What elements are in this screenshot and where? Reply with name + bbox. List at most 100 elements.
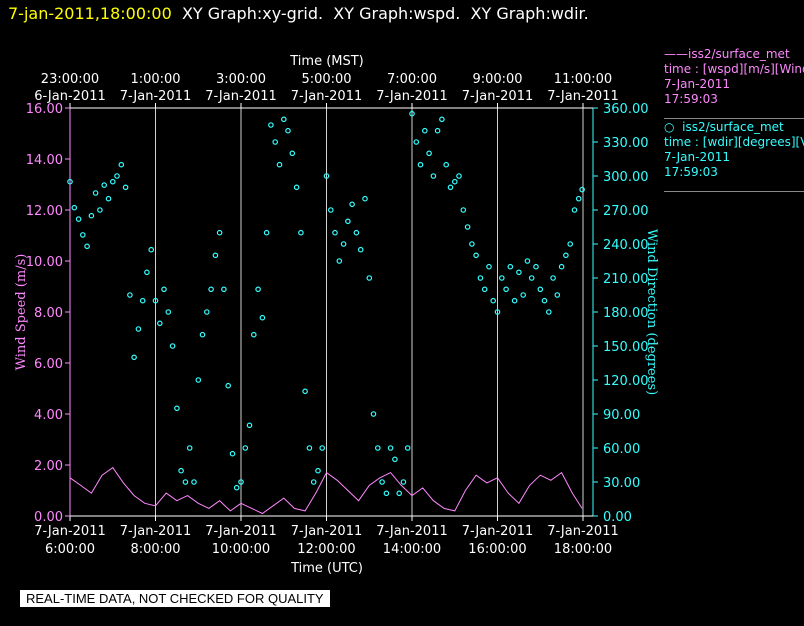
chart-axes (65, 103, 598, 521)
wdir-point (199, 331, 206, 338)
wdir-point (319, 445, 326, 451)
right-tick-label: 90.00 (603, 408, 640, 423)
right-tick-label: 270.00 (603, 204, 649, 219)
wdir-point (67, 178, 73, 185)
wdir-point (289, 150, 296, 157)
right-tick-label: 300.00 (603, 170, 649, 185)
wdir-point (413, 139, 420, 145)
wdir-point (575, 195, 582, 202)
wdir-point (533, 263, 539, 270)
wdir-point (571, 207, 578, 213)
wdir-point (439, 116, 445, 123)
legend-wspd: ——iss2/surface_met time : [wspd][m/s][Wi… (664, 47, 804, 107)
wdir-point (387, 445, 394, 451)
wdir-point (272, 139, 279, 145)
wdir-point (105, 195, 112, 202)
tick-labels: 7-Jan-2011 6:00:00 23:00:00 6-Jan-2011 7-Jan… (26, 72, 649, 557)
wdir-point (88, 212, 95, 219)
wdir-point (268, 122, 274, 128)
wdir-point (404, 445, 411, 451)
legend-divider-bottom (664, 191, 804, 192)
wdir-point (473, 252, 479, 259)
top-tick-time: 1:00:00 (130, 72, 180, 87)
wdir-point (524, 258, 531, 264)
bottom-tick-date: 7-Jan-2011 (462, 524, 534, 539)
bottom-tick-date: 7-Jan-2011 (291, 524, 363, 539)
wdir-point (110, 178, 116, 185)
wdir-point (537, 286, 544, 293)
wdir-point (434, 127, 441, 134)
wdir-point (400, 479, 407, 485)
wdir-point (169, 343, 176, 349)
wdir-point (323, 173, 330, 179)
left-tick-label: 8.00 (34, 306, 63, 321)
top-tick-time: 9:00:00 (472, 72, 522, 87)
legend-wdir-time: 17:59:03 (664, 165, 718, 179)
left-axis-label: Wind Speed (m/s) (14, 254, 29, 371)
wdir-point (131, 354, 137, 361)
right-tick-label: 120.00 (603, 374, 649, 389)
wdir-point (520, 292, 527, 298)
left-tick-label: 2.00 (34, 459, 63, 474)
left-tick-label: 6.00 (34, 357, 63, 372)
wdir-point (229, 450, 236, 457)
bottom-tick-date: 7-Jan-2011 (547, 524, 619, 539)
wdir-point (114, 173, 120, 179)
wdir-point (366, 275, 373, 281)
wdir-point (293, 184, 300, 191)
wdir-point (186, 445, 193, 451)
legend-wdir-desc: time : [wdir][degrees][V (664, 135, 804, 149)
header-title-wspd: XY Graph:wspd. (333, 4, 461, 23)
wdir-point (349, 201, 355, 208)
wdir-point (558, 263, 565, 270)
legend-wspd-desc: time : [wspd][m/s][Wind (664, 62, 804, 76)
wdir-point (285, 127, 291, 134)
wdir-point (280, 116, 287, 123)
wdir-point (242, 445, 249, 451)
left-tick-label: 14.00 (26, 153, 63, 168)
right-tick-label: 180.00 (603, 306, 649, 321)
top-axis-label: Time (MST) (289, 54, 364, 69)
header-date: 7-jan-2011,18:00:00 (8, 4, 172, 23)
wdir-point (135, 326, 142, 332)
top-tick-date: 7-Jan-2011 (376, 89, 448, 104)
wdir-point (122, 184, 129, 191)
wdir-point (460, 207, 467, 213)
wdir-point (92, 190, 99, 196)
bottom-tick-date: 7-Jan-2011 (120, 524, 192, 539)
wdir-point (507, 263, 514, 270)
wdir-point (481, 286, 488, 293)
wdir-point (340, 241, 347, 247)
legend-divider (664, 118, 804, 119)
wdir-point (498, 275, 505, 281)
wdir-point (139, 297, 146, 304)
wdir-point (310, 479, 317, 485)
wdir-point (490, 297, 497, 304)
top-tick-date: 6-Jan-2011 (34, 89, 106, 104)
top-tick-time: 3:00:00 (216, 72, 266, 87)
wdir-point (204, 309, 210, 315)
right-tick-label: 360.00 (603, 102, 649, 117)
left-tick-label: 0.00 (34, 510, 63, 525)
wdir-point (161, 286, 167, 293)
wdir-point (238, 479, 244, 485)
wdir-point (353, 229, 360, 236)
wdir-point (233, 484, 240, 491)
bottom-tick-time: 14:00:00 (383, 542, 441, 557)
wdir-point (486, 263, 492, 270)
wdir-point (374, 445, 381, 451)
top-tick-time: 11:00:00 (554, 72, 612, 87)
wdir-point (306, 445, 313, 451)
legend-wdir: ○ iss2/surface_met time : [wdir][degrees… (664, 120, 804, 180)
wdir-point (255, 286, 261, 293)
wspd-series (69, 466, 583, 515)
header-title-grid: XY Graph:xy-grid. (181, 4, 324, 23)
bottom-tick-time: 6:00:00 (45, 542, 95, 557)
wdir-point (298, 229, 304, 236)
wdir-point (443, 161, 450, 168)
wdir-point (503, 286, 509, 293)
wdir-point (392, 456, 398, 463)
top-tick-time: 7:00:00 (387, 72, 437, 87)
top-tick-time: 23:00:00 (41, 72, 99, 87)
wdir-series (67, 110, 585, 497)
